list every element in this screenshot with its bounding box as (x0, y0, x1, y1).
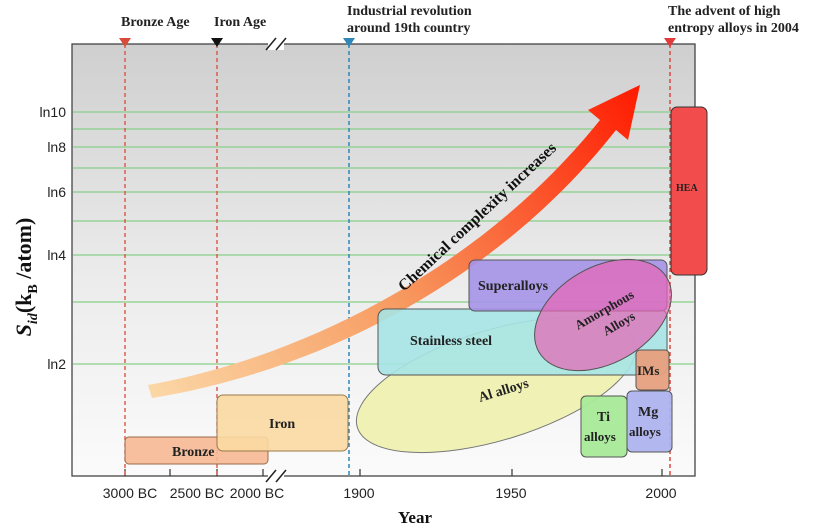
y-tick-ln2: ln2 (47, 356, 66, 372)
label-iron: Iron (269, 417, 295, 432)
hea-triangle-icon (664, 38, 676, 47)
bronze-age-triangle-icon (119, 38, 131, 47)
x-tick-1900: 1900 (343, 485, 374, 501)
industrial-triangle-icon (343, 38, 355, 47)
region-iron (216, 394, 349, 452)
hea-advent-label-line1: The advent of high (668, 4, 781, 19)
label-bronze: Bronze (172, 445, 215, 460)
industrial-label-line2: around 19th country (347, 21, 470, 36)
x-tick-2000: 2000 (645, 485, 676, 501)
region-mg-alloys (626, 390, 673, 453)
label-superalloys: Superalloys (478, 279, 549, 294)
region-ti-alloys (580, 395, 628, 458)
region-ims (635, 349, 670, 391)
region-amorphous-alloys (534, 258, 672, 372)
label-mg-line2: alloys (629, 424, 661, 439)
y-tick-ln6: ln6 (47, 184, 66, 200)
y-tick-ln4: ln4 (47, 247, 66, 263)
x-tick-1950: 1950 (495, 485, 526, 501)
x-tick-2000bc: 2000 BC (230, 485, 284, 501)
y-tick-ln8: ln8 (47, 139, 66, 155)
iron-age-triangle-icon (211, 38, 223, 47)
svg-text:Sid(kB /atom): Sid(kB /atom) (11, 218, 41, 337)
label-ims: IMs (637, 363, 659, 378)
y-axis-title: Sid(kB /atom) (11, 218, 41, 337)
bronze-age-label: Bronze Age (121, 15, 190, 30)
label-ti-line2: alloys (584, 429, 616, 444)
label-stainless-steel: Stainless steel (410, 334, 492, 349)
hea-advent-label-line2: entropy alloys in 2004 (668, 21, 799, 36)
label-hea: HEA (676, 183, 698, 194)
iron-age-label: Iron Age (214, 15, 266, 30)
x-tick-2500bc: 2500 BC (170, 485, 224, 501)
industrial-label-line1: Industrial revolution (347, 4, 472, 19)
axis-break-top (265, 37, 287, 51)
label-ti-line1: Ti (597, 410, 610, 425)
axis-break-bottom (265, 469, 287, 483)
label-mg-line1: Mg (638, 405, 658, 420)
x-axis-title: Year (398, 508, 432, 527)
region-hea (670, 106, 708, 276)
x-tick-3000bc: 3000 BC (103, 485, 157, 501)
y-tick-ln10: ln10 (40, 104, 67, 120)
